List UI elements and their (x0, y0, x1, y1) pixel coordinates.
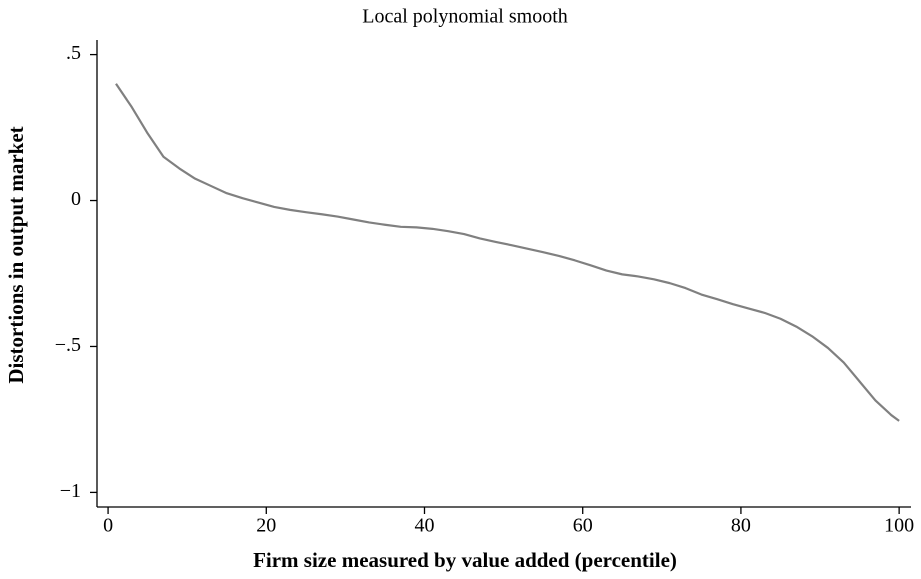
y-axis-label: Distortions in output market (4, 126, 28, 383)
x-tick-label: 60 (573, 515, 593, 537)
x-tick-label: 0 (103, 515, 113, 537)
line-series (115, 83, 900, 422)
y-tick-label: 0 (71, 188, 81, 210)
y-tick-label: −1 (60, 480, 81, 502)
x-axis-label: Firm size measured by value added (perce… (253, 548, 677, 572)
x-tick-label: 20 (256, 515, 276, 537)
x-tick-label: 80 (731, 515, 751, 537)
chart-title: Local polynomial smooth (362, 6, 568, 28)
x-tick-label: 100 (884, 515, 914, 537)
y-tick-label: −.5 (55, 334, 81, 356)
x-tick-label: 40 (414, 515, 434, 537)
y-tick-label: .5 (66, 42, 81, 64)
